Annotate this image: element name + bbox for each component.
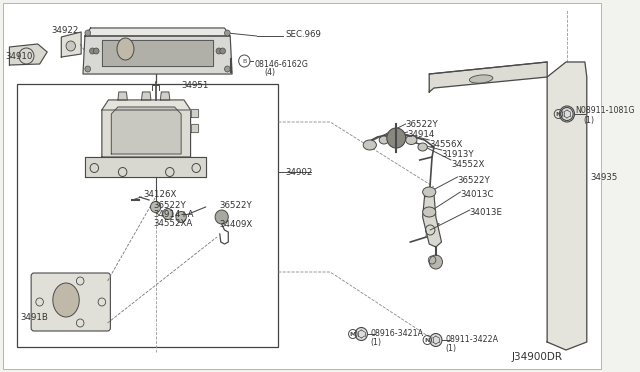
Text: 34910: 34910 xyxy=(6,51,33,61)
Ellipse shape xyxy=(117,38,134,60)
Polygon shape xyxy=(102,100,191,110)
Text: M: M xyxy=(349,331,356,337)
Circle shape xyxy=(163,208,173,219)
Text: N: N xyxy=(556,112,561,116)
Circle shape xyxy=(429,334,442,346)
Circle shape xyxy=(66,41,76,51)
Circle shape xyxy=(176,212,186,222)
Polygon shape xyxy=(141,92,151,100)
Ellipse shape xyxy=(422,187,436,197)
Text: 36522Y: 36522Y xyxy=(154,201,186,209)
Text: 34013E: 34013E xyxy=(470,208,503,217)
Text: 34409X: 34409X xyxy=(220,219,253,228)
Text: 34922: 34922 xyxy=(52,26,79,35)
Polygon shape xyxy=(102,40,213,66)
FancyBboxPatch shape xyxy=(31,273,110,331)
Text: 34951: 34951 xyxy=(181,80,209,90)
Text: 08916-3421A: 08916-3421A xyxy=(371,330,424,339)
Polygon shape xyxy=(429,62,547,92)
Circle shape xyxy=(216,48,221,54)
Text: 31913Y: 31913Y xyxy=(442,150,474,158)
Text: 34935: 34935 xyxy=(591,173,618,182)
Polygon shape xyxy=(191,109,198,117)
Circle shape xyxy=(220,48,225,54)
Ellipse shape xyxy=(418,143,428,151)
Circle shape xyxy=(93,48,99,54)
Text: 34552X: 34552X xyxy=(451,160,484,169)
Text: N08911-1081G: N08911-1081G xyxy=(575,106,635,115)
Text: SEC.969: SEC.969 xyxy=(285,29,321,38)
Circle shape xyxy=(355,327,367,340)
Polygon shape xyxy=(161,92,170,100)
Text: 08911-3422A: 08911-3422A xyxy=(445,336,499,344)
Circle shape xyxy=(90,48,95,54)
Circle shape xyxy=(215,210,228,224)
Circle shape xyxy=(85,30,91,36)
FancyBboxPatch shape xyxy=(3,3,601,369)
Circle shape xyxy=(225,30,230,36)
Circle shape xyxy=(429,255,442,269)
Polygon shape xyxy=(10,44,47,65)
Text: (4): (4) xyxy=(264,67,275,77)
Text: 34552XA: 34552XA xyxy=(154,218,193,228)
Circle shape xyxy=(561,108,573,121)
Polygon shape xyxy=(118,92,127,100)
Ellipse shape xyxy=(388,131,404,141)
Text: N: N xyxy=(425,337,430,343)
Text: 36522Y: 36522Y xyxy=(458,176,490,185)
Text: 34013C: 34013C xyxy=(460,189,494,199)
Ellipse shape xyxy=(380,136,388,144)
Circle shape xyxy=(387,128,406,148)
Polygon shape xyxy=(61,32,81,57)
Text: 34126X: 34126X xyxy=(143,189,177,199)
Polygon shape xyxy=(102,100,191,157)
Text: 34914+A: 34914+A xyxy=(154,209,195,218)
Text: 3491B: 3491B xyxy=(20,312,49,321)
Polygon shape xyxy=(111,107,181,154)
Text: 34914: 34914 xyxy=(408,129,435,138)
Circle shape xyxy=(150,202,161,212)
Text: B: B xyxy=(242,58,246,64)
Circle shape xyxy=(225,66,230,72)
Polygon shape xyxy=(547,62,587,350)
Ellipse shape xyxy=(53,283,79,317)
Text: 34556X: 34556X xyxy=(429,140,463,148)
Ellipse shape xyxy=(363,140,376,150)
Text: 34902: 34902 xyxy=(285,167,312,176)
Polygon shape xyxy=(422,194,442,247)
Text: (1): (1) xyxy=(583,115,594,125)
Circle shape xyxy=(559,106,575,122)
Polygon shape xyxy=(191,124,198,132)
Text: (1): (1) xyxy=(445,344,456,353)
Text: (1): (1) xyxy=(371,339,381,347)
Polygon shape xyxy=(85,157,205,177)
Text: 08146-6162G: 08146-6162G xyxy=(255,60,308,68)
Ellipse shape xyxy=(469,75,493,83)
Polygon shape xyxy=(85,28,230,36)
Ellipse shape xyxy=(406,135,417,144)
Text: 36522Y: 36522Y xyxy=(406,119,438,128)
Text: 36522Y: 36522Y xyxy=(220,201,253,209)
Ellipse shape xyxy=(422,207,436,217)
Circle shape xyxy=(85,66,91,72)
Bar xyxy=(17,84,278,347)
Text: J34900DR: J34900DR xyxy=(511,352,563,362)
Polygon shape xyxy=(83,36,232,74)
